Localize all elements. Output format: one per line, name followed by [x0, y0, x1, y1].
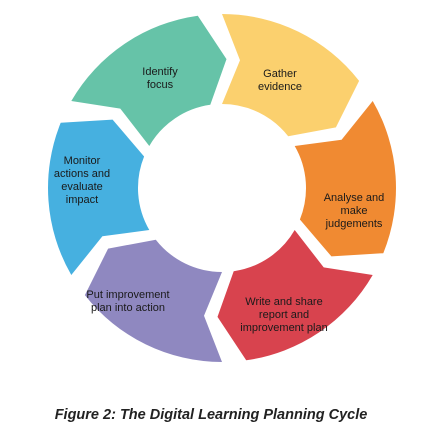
segment-monitor-evaluate — [48, 119, 150, 275]
segment-analyse-judgements — [294, 101, 396, 257]
planning-cycle-diagram — [48, 14, 396, 362]
label-write-share-report: Write and share report and improvement p… — [240, 296, 328, 334]
label-identify-focus: Identify focus — [142, 66, 178, 91]
segment-write-share-report — [217, 230, 373, 361]
label-put-plan-into-action: Put improvement plan into action — [86, 289, 170, 314]
label-analyse-judgements: Analyse and make judgements — [323, 192, 385, 230]
segment-identify-focus — [71, 15, 227, 147]
label-gather-evidence: Gather evidence — [257, 68, 303, 93]
segment-put-plan-into-action — [84, 239, 223, 362]
label-monitor-evaluate: Monitor actions and evaluate impact — [53, 155, 111, 206]
figure-caption: Figure 2: The Digital Learning Planning … — [54, 407, 368, 423]
segment-gather-evidence — [222, 14, 360, 137]
